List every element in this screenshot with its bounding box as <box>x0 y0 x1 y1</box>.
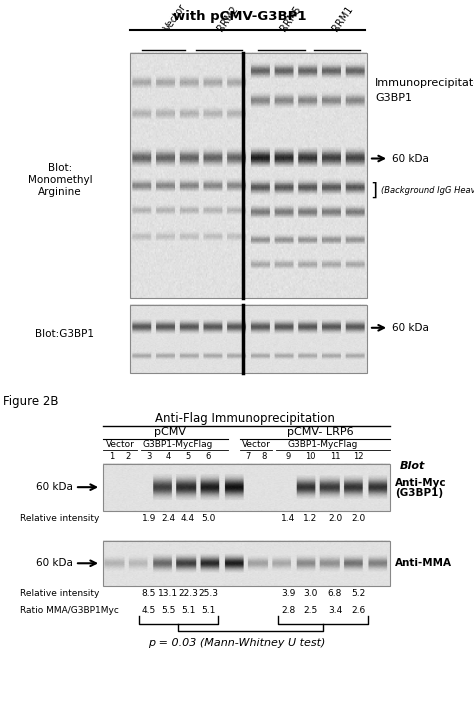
Text: 1.9: 1.9 <box>142 514 156 523</box>
Text: Anti-Flag Immunoprecipitation: Anti-Flag Immunoprecipitation <box>155 412 335 425</box>
Text: 1.4: 1.4 <box>281 514 295 523</box>
Bar <box>103 541 390 586</box>
Text: with pCMV-G3BP1: with pCMV-G3BP1 <box>173 10 307 23</box>
Text: 22.3: 22.3 <box>178 589 198 597</box>
Text: RRM2: RRM2 <box>215 4 239 33</box>
Text: 5.5: 5.5 <box>161 605 175 615</box>
Text: 2.0: 2.0 <box>328 514 342 523</box>
Text: (G3BP1): (G3BP1) <box>395 488 443 498</box>
Text: 6: 6 <box>205 452 210 460</box>
Text: pCMV- LRP6: pCMV- LRP6 <box>287 427 353 436</box>
Text: G3BP1-MycFlag: G3BP1-MycFlag <box>288 440 358 449</box>
Text: p = 0.03 (Mann-Whitney U test): p = 0.03 (Mann-Whitney U test) <box>148 638 326 648</box>
Text: 5.1: 5.1 <box>201 605 215 615</box>
Text: 13.1: 13.1 <box>158 589 178 597</box>
Text: Immunoprecipitate:: Immunoprecipitate: <box>375 78 474 88</box>
Text: Blot: Blot <box>400 460 425 470</box>
Text: 3.0: 3.0 <box>303 589 317 597</box>
Text: 5: 5 <box>185 452 191 460</box>
Text: 12: 12 <box>353 452 363 460</box>
Text: Blot:: Blot: <box>48 163 72 174</box>
Text: 60 kDa: 60 kDa <box>392 153 429 163</box>
Text: Vector: Vector <box>106 440 135 449</box>
Text: 10: 10 <box>305 452 315 460</box>
Text: 2.5: 2.5 <box>303 605 317 615</box>
Text: Figure 2B: Figure 2B <box>3 395 58 407</box>
Text: RRM5: RRM5 <box>278 4 302 33</box>
Text: 3.9: 3.9 <box>281 589 295 597</box>
Text: Anti-MMA: Anti-MMA <box>395 558 452 568</box>
Text: 5.0: 5.0 <box>201 514 215 523</box>
Text: Arginine: Arginine <box>38 187 82 197</box>
Text: Blot:G3BP1: Blot:G3BP1 <box>36 330 94 339</box>
Text: 2.0: 2.0 <box>351 514 365 523</box>
Text: 11: 11 <box>330 452 340 460</box>
Text: Vector: Vector <box>162 2 188 33</box>
Text: 2.8: 2.8 <box>281 605 295 615</box>
Text: Anti-Myc: Anti-Myc <box>395 478 447 488</box>
Text: RRM1: RRM1 <box>330 4 355 33</box>
Text: 4: 4 <box>165 452 171 460</box>
Text: 6.8: 6.8 <box>328 589 342 597</box>
Text: 2.6: 2.6 <box>351 605 365 615</box>
Text: Relative intensity: Relative intensity <box>20 589 100 597</box>
Text: 60 kDa: 60 kDa <box>36 558 73 568</box>
Text: Monomethyl: Monomethyl <box>27 175 92 185</box>
Text: 4.5: 4.5 <box>142 605 156 615</box>
Text: 9: 9 <box>285 452 291 460</box>
Bar <box>130 306 367 373</box>
Text: pCMV: pCMV <box>154 427 186 436</box>
Text: 25.3: 25.3 <box>198 589 218 597</box>
Text: G3BP1: G3BP1 <box>375 93 412 103</box>
Text: 1.2: 1.2 <box>303 514 317 523</box>
Text: 5.1: 5.1 <box>181 605 195 615</box>
Text: 3.4: 3.4 <box>328 605 342 615</box>
Bar <box>103 464 390 510</box>
Text: 2: 2 <box>126 452 131 460</box>
Bar <box>130 53 367 298</box>
Text: 8: 8 <box>261 452 267 460</box>
Text: 8.5: 8.5 <box>142 589 156 597</box>
Text: 4.4: 4.4 <box>181 514 195 523</box>
Text: 5.2: 5.2 <box>351 589 365 597</box>
Text: 60 kDa: 60 kDa <box>392 323 429 333</box>
Text: G3BP1-MycFlag: G3BP1-MycFlag <box>143 440 213 449</box>
Text: 3: 3 <box>146 452 152 460</box>
Text: 1: 1 <box>109 452 115 460</box>
Text: Ratio MMA/G3BP1Myc: Ratio MMA/G3BP1Myc <box>20 605 119 615</box>
Text: (Background IgG Heavy Chain): (Background IgG Heavy Chain) <box>381 186 474 195</box>
Text: 2.4: 2.4 <box>161 514 175 523</box>
Text: 60 kDa: 60 kDa <box>36 482 73 492</box>
Text: Relative intensity: Relative intensity <box>20 514 100 523</box>
Text: Vector: Vector <box>242 440 271 449</box>
Text: ]: ] <box>370 182 377 200</box>
Text: 7: 7 <box>246 452 251 460</box>
